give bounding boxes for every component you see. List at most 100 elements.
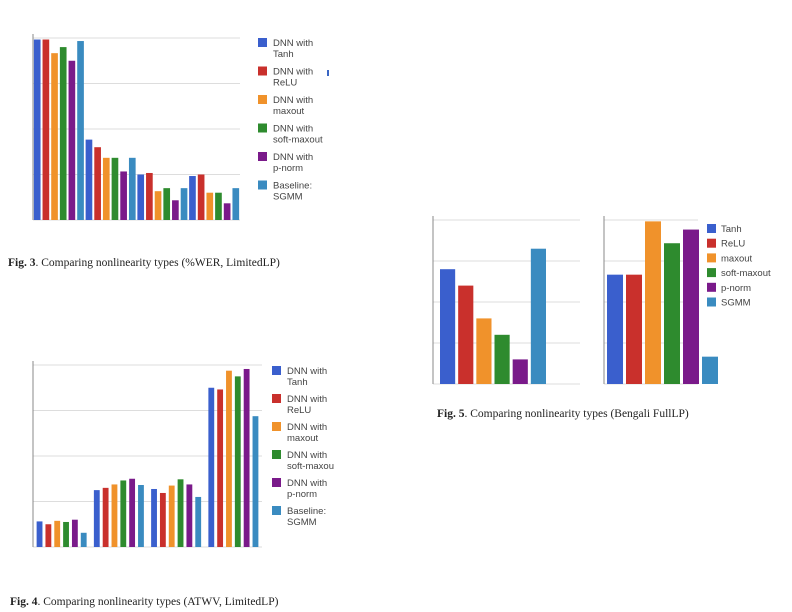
fig3-bar [215,192,222,220]
fig4-legend-label: DNN with ReLU [287,394,327,416]
fig4-bar [54,520,61,547]
fig3-caption-text: . Comparing nonlinearity types (%WER, Li… [35,257,280,269]
fig4-legend-label: DNN with soft-maxou [287,450,334,472]
fig5b-bar [645,221,661,384]
fig5b-legend-swatch [707,238,716,248]
fig4-legend-swatch [272,450,281,459]
fig5b-legend-label: maxout [721,253,753,264]
chart-fig5a [432,216,580,385]
fig3-bar [197,174,205,220]
fig3-bar [128,157,136,220]
fig5b-legend-label: p-norm [721,283,751,294]
fig3-bar [206,192,214,220]
fig3-legend-label: DNN with maxout [273,95,313,117]
fig3-bar [94,147,101,220]
fig3-bar [111,157,119,220]
fig4-bar [168,485,175,547]
fig4-bar [36,521,43,547]
fig4-bar [71,519,78,547]
fig4-bar [102,487,109,547]
fig4-caption-text: . Comparing nonlinearity types (ATWV, Li… [37,596,279,608]
fig3-bar [137,174,145,220]
fig5b-bar [626,274,642,384]
fig5a-bar [512,359,528,384]
fig4-legend-label: DNN with maxout [287,422,327,444]
fig3-legend-label: DNN with ReLU [273,67,313,89]
fig3-bar [42,39,50,221]
fig4-caption: Fig. 4. Comparing nonlinearity types (AT… [10,596,278,608]
fig3-legend-label: DNN with Tanh [273,38,313,60]
fig3-bar [102,157,110,220]
fig4-bar [234,376,241,547]
fig3-bar [154,191,162,220]
fig4-bar [243,368,250,547]
fig3-bar [77,41,84,221]
fig5b-legend-label: soft-maxout [721,268,771,279]
fig4-legend-swatch [272,478,281,487]
fig5-caption-label: Fig. 5 [437,408,465,420]
fig5a-bar [530,248,546,384]
fig4-caption-label: Fig. 4 [10,596,38,608]
fig3-bar [85,139,93,220]
fig4-bar [208,387,215,547]
fig4-bar [80,532,87,547]
fig4-legend-label: DNN with p-norm [287,478,327,500]
fig3-legend-swatch [258,38,267,47]
fig4-bar [186,484,193,547]
fig3-bar [33,39,41,221]
fig4-legend-swatch [272,506,281,515]
fig5b-legend-swatch [707,224,716,233]
fig3-bar [163,188,171,220]
fig3-bar [189,176,196,220]
fig5b-legend-swatch [707,268,716,278]
fig5b-legend-swatch [707,253,716,263]
fig3-bar [146,172,153,220]
fig5-caption: Fig. 5. Comparing nonlinearity types (Be… [437,408,689,420]
fig5-caption-text: . Comparing nonlinearity types (Bengali … [464,408,689,420]
fig5b-bar [607,274,623,384]
fig3-legend-swatch [258,123,267,133]
fig3-bar [232,188,240,220]
fig5a-bar [458,285,474,384]
fig5b-legend-label: SGMM [721,298,751,309]
fig3-bar [59,47,67,220]
fig3-bar [68,60,76,220]
fig4-bar [138,485,144,547]
fig4-legend-swatch [272,422,281,431]
fig4-legend-label: DNN with Tanh [287,366,327,388]
fig5b-legend-swatch [707,297,716,307]
fig3-legend-swatch [258,95,267,104]
fig4-legend-label: Baseline: SGMM [287,506,326,528]
fig3-bar [51,53,58,220]
fig5a-bar [494,334,510,384]
fig5a-bar [476,318,492,384]
fig4-bar [226,370,232,547]
fig4-bar [159,492,166,547]
fig3-caption-label: Fig. 3 [8,257,36,269]
fig4-bar [129,478,136,547]
fig5b-bar [664,243,680,384]
fig3-legend-swatch [258,180,267,190]
fig4-bar [177,479,184,547]
chart-fig4: DNN with Tanh DNN with ReLU DNN with maxout DN… [32,361,334,548]
fig4-bar [151,488,157,547]
fig4-bar [93,490,100,547]
fig4-legend-swatch [272,394,281,403]
stray-mark [327,70,329,76]
fig4-bar [120,480,127,547]
fig4-bar [111,484,118,547]
fig3-bar [180,188,188,220]
fig4-legend-swatch [272,366,281,375]
fig5b-bar [702,356,718,384]
fig3-bar [223,203,231,220]
fig4-bar [195,496,202,547]
fig3-bar [120,171,127,220]
fig5a-bar [440,269,456,384]
fig3-legend-swatch [258,66,267,76]
fig4-bar [45,524,52,547]
fig4-bar [252,416,259,547]
fig3-legend-label: Baseline: SGMM [273,181,312,203]
chart-fig3: DNN with Tanh DNN with ReLU DNN with maxout DN… [32,34,323,221]
fig5b-legend-label: Tanh [721,224,742,235]
chart-fig5b: Tanh ReLU maxout soft-maxout p-norm SGMM [603,216,771,385]
